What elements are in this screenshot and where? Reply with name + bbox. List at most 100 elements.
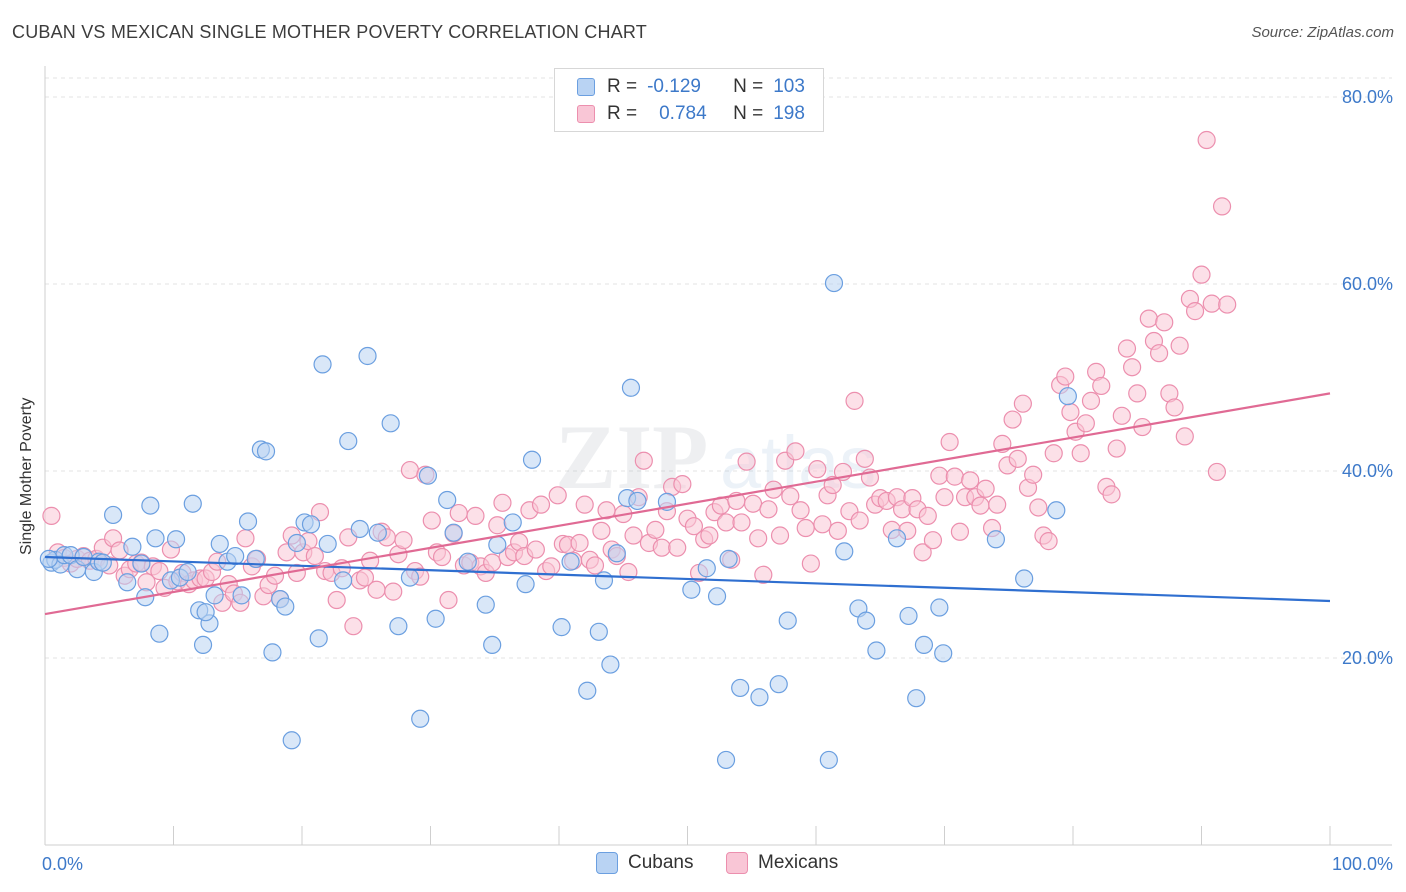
mexicans-point <box>1024 465 1043 484</box>
mexicans-point <box>575 495 594 514</box>
mexicans-point <box>585 556 605 575</box>
mexicans-point <box>1039 532 1058 551</box>
mexicans-trend-line <box>44 392 1331 616</box>
x-tick-label-min: 0.0% <box>42 854 83 874</box>
tick-labels: 20.0% 40.0% 60.0% 80.0% 0.0% 100.0% <box>42 87 1393 874</box>
cubans-point <box>707 587 727 606</box>
mexicans-point <box>1123 358 1142 377</box>
cubans-point <box>857 611 876 630</box>
cubans-point <box>39 549 58 568</box>
mexicans-point <box>526 540 545 559</box>
cubans-point <box>358 346 377 366</box>
cubans-point <box>150 624 169 643</box>
cubans-point <box>301 515 321 534</box>
mexicans-point <box>1117 339 1137 358</box>
mexicans-point <box>1112 406 1131 425</box>
mexicans-point <box>42 506 61 525</box>
legend-row-cubans: R = -0.129 N = 103 <box>577 75 805 99</box>
mexicans-point <box>1056 367 1075 386</box>
mexicans-swatch <box>577 105 595 123</box>
cubans-point <box>914 635 934 655</box>
mexicans-point <box>1092 376 1111 396</box>
mexicans-point <box>466 506 485 525</box>
mexicans-point <box>570 533 589 553</box>
y-tick-label: 80.0% <box>1342 87 1393 107</box>
cubans-point <box>444 523 463 542</box>
cubans-point <box>589 622 608 641</box>
mexicans-point <box>749 529 768 548</box>
y-tick-label: 20.0% <box>1342 648 1393 668</box>
mexicans-point <box>1071 444 1090 463</box>
cubans-point <box>682 580 701 599</box>
mexicans-point <box>548 486 567 505</box>
cubans-point <box>899 606 918 626</box>
mexicans-point <box>624 526 643 545</box>
cubans-point <box>313 355 332 374</box>
cubans-swatch <box>577 78 595 96</box>
mexicans-point <box>394 531 413 550</box>
cubans-point <box>887 529 907 548</box>
mexicans-point <box>828 521 847 540</box>
cubans-point <box>318 534 337 554</box>
mexicans-point <box>732 513 751 532</box>
cubans-point <box>196 603 215 622</box>
mexicans-point <box>1165 398 1184 417</box>
cubans-point <box>1015 569 1034 588</box>
mexicans-point <box>1076 414 1095 433</box>
mexicans-point <box>1202 294 1221 313</box>
cubans-point <box>309 629 328 648</box>
mexicans-point <box>646 520 665 540</box>
mexicans-point <box>770 526 790 545</box>
cubans-point <box>256 442 276 461</box>
mexicans-point <box>1155 313 1174 332</box>
cubans-point <box>824 273 844 293</box>
cubans-point <box>93 553 112 572</box>
mexicans-point <box>236 529 255 548</box>
mexicans-point <box>542 557 561 576</box>
mexicans-point <box>400 460 420 480</box>
mexicans-point <box>483 553 502 572</box>
mexicans-point <box>759 500 778 519</box>
cubans-point <box>400 568 420 587</box>
cubans-point <box>930 598 949 617</box>
legend-r-label: R = <box>607 103 638 124</box>
cubans-point <box>238 512 258 531</box>
mexicans-point <box>923 531 943 550</box>
cubans-point <box>282 731 301 750</box>
mexicans-point <box>327 590 346 610</box>
mexicans-point <box>813 515 832 534</box>
mexicans-point <box>971 496 990 515</box>
cubans-point <box>867 641 886 660</box>
cubans-point <box>193 635 213 655</box>
mexicans-point <box>493 493 512 512</box>
chart-title: CUBAN VS MEXICAN SINGLE MOTHER POVERTY C… <box>12 22 647 42</box>
correlation-legend: R = -0.129 N = 103 R = 0.784 N = 198 <box>554 68 824 132</box>
axes <box>44 66 1392 846</box>
mexicans-point <box>634 451 653 470</box>
mexicans-point <box>823 475 842 495</box>
mexicans-point <box>432 547 452 567</box>
mexicans-point <box>1008 449 1027 468</box>
cubans-point <box>578 681 597 700</box>
mexicans-point <box>796 518 815 538</box>
cubans-point <box>488 535 507 554</box>
mexicans-point <box>488 516 507 535</box>
x-tick-label-max: 100.0% <box>1332 854 1393 874</box>
cubans-point <box>381 414 400 433</box>
mexicans-point <box>950 522 970 541</box>
cubans-point <box>74 547 93 567</box>
mexicans-point <box>1139 309 1158 328</box>
legend-n-label: N = <box>733 103 764 124</box>
cubans-point <box>438 490 457 510</box>
cubans-point <box>835 542 854 561</box>
mexicans-point <box>1029 498 1048 517</box>
mexicans-point <box>305 546 324 566</box>
cubans-point <box>118 573 137 592</box>
cubans-point <box>594 571 614 590</box>
mexicans-point <box>1207 462 1227 482</box>
cubans-point <box>426 609 445 628</box>
cubans-point <box>166 530 186 549</box>
mexicans-legend-swatch <box>726 852 748 874</box>
mexicans-point <box>367 580 386 599</box>
